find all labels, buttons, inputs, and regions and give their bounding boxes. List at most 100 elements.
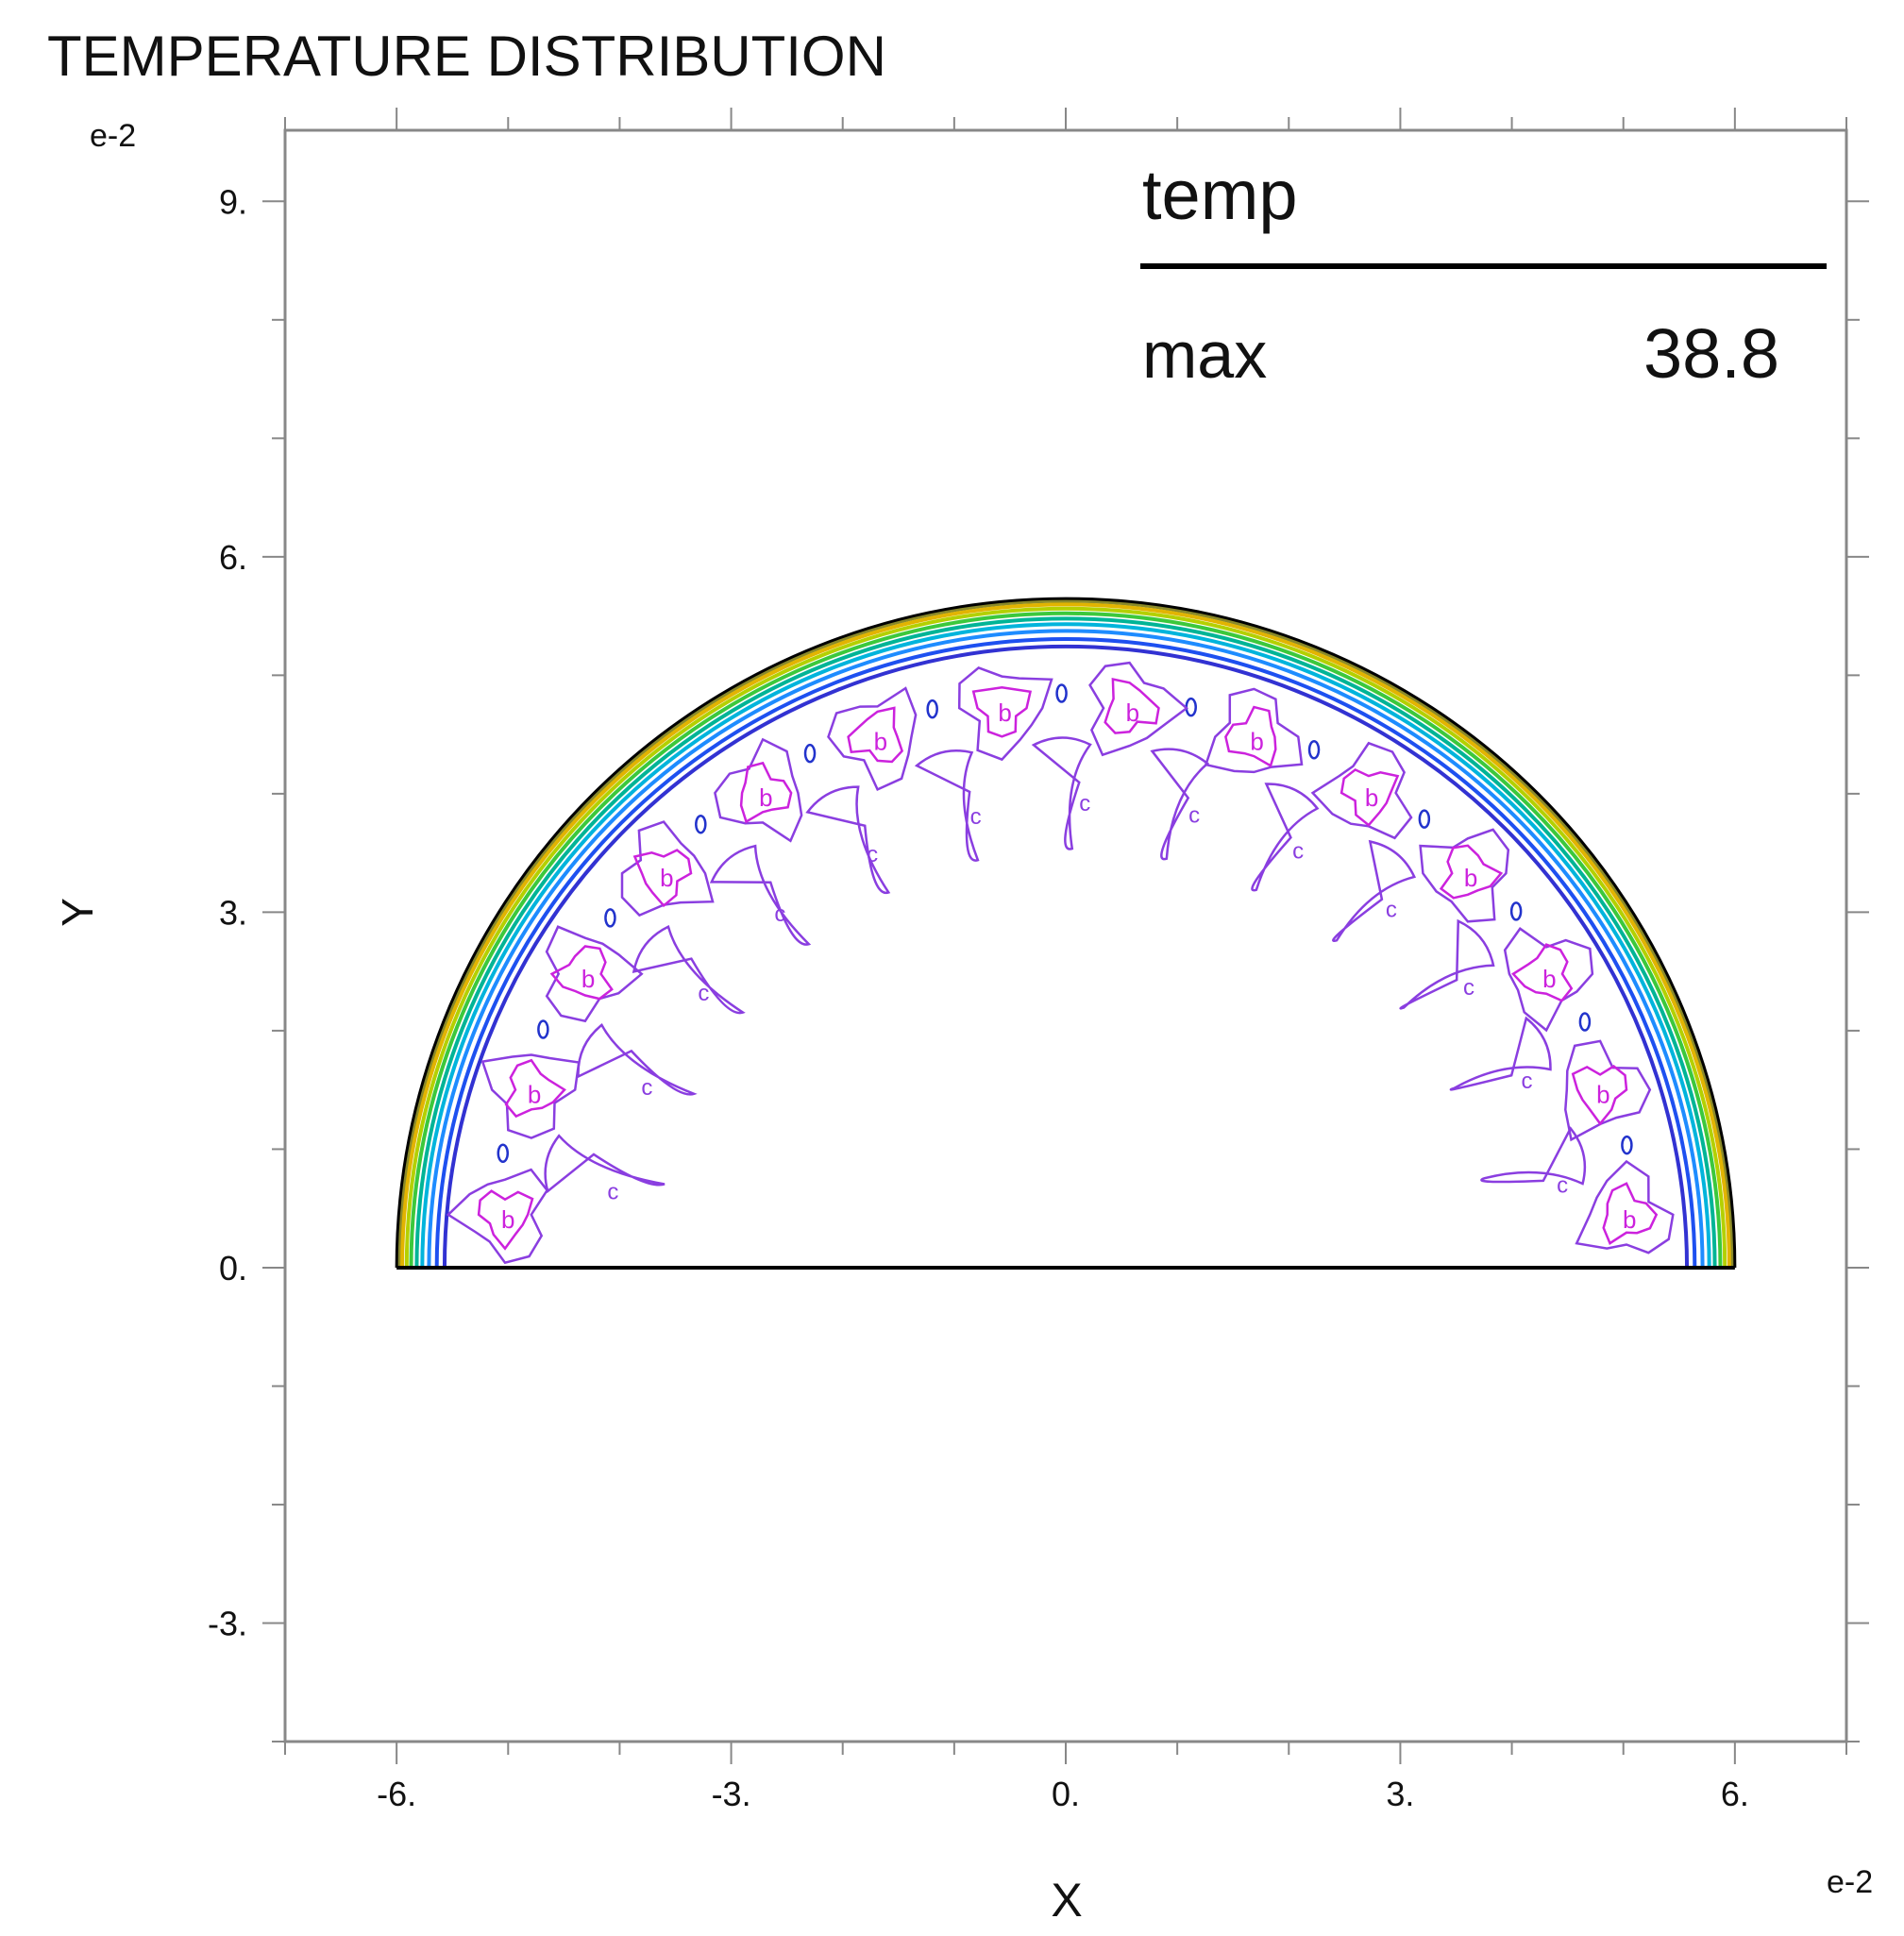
b-cell-label: b [528,1080,541,1108]
c-cell [577,1022,698,1096]
b-cell-outer [480,1053,581,1139]
c-cell-label: c [1188,802,1200,828]
c-cell-label: c [1079,791,1090,816]
c-cell-label: c [1386,897,1397,922]
c-cell-label: c [970,804,982,830]
contour-band-1 [400,601,1731,1268]
b-cell-label: b [998,699,1011,727]
b-cell-label: b [1464,864,1477,892]
c-cell-label: c [1292,839,1304,865]
b-cell-inner [739,761,793,824]
contour-band-3 [409,611,1723,1268]
c-cell [1150,748,1210,861]
b-cell-inner [504,1058,566,1119]
b-cell-inner [549,945,614,1001]
x-tick-label: -6. [377,1775,416,1813]
d-cell [537,1019,549,1039]
b-cell-outer [1310,741,1413,840]
plot-frame [283,128,1848,1743]
c-cell-label: c [867,842,878,867]
b-cell-outer [714,737,803,843]
b-cell-label: b [501,1205,514,1234]
contour-band-2 [407,609,1725,1268]
b-cell-label: b [1542,965,1556,993]
d-cell [803,743,817,764]
contour-band-0 [399,600,1733,1267]
c-cell-label: c [641,1075,652,1101]
b-cell-label: b [759,783,772,812]
b-cell-inner [1439,844,1504,900]
b-cell-inner [1104,677,1160,734]
b-cell-outer [1088,661,1188,757]
c-cell [1480,1126,1587,1186]
d-cell [1578,1012,1592,1032]
c-cell [632,924,746,1015]
c-cell-label: c [1521,1069,1532,1094]
x-tick-label: 6. [1721,1775,1749,1813]
b-cell-inner [632,849,693,908]
b-cell-inner [847,706,904,764]
b-cell-label: b [660,864,673,892]
d-cell [695,814,707,834]
legend-stat-value: 38.8 [1643,314,1779,393]
y-exponent-label: e-2 [90,118,136,154]
b-cell-inner [971,686,1033,738]
b-cell-inner [1340,767,1400,827]
b-cell-inner [1511,943,1574,1002]
d-cell [1418,809,1431,829]
b-cell-outer [620,820,715,917]
chart-title: TEMPERATURE DISTRIBUTION [47,25,886,88]
c-cell [1332,839,1417,943]
contour-band-8 [442,644,1690,1268]
c-cell-label: c [698,981,709,1006]
b-cell-label: b [874,728,887,756]
b-cell-label: b [1250,728,1263,756]
x-tick-label: 3. [1386,1775,1414,1813]
c-cell-label: c [774,901,785,927]
x-tick-label: 0. [1052,1775,1080,1813]
b-cell-inner [1571,1064,1628,1126]
b-cell-outer [957,665,1053,762]
d-cell [1621,1135,1633,1155]
c-cell [1399,918,1495,1010]
c-cell [914,749,980,862]
b-cell-label: b [1623,1205,1636,1234]
y-tick-label: 9. [219,182,247,221]
x-axis-label: X [1051,1874,1082,1927]
b-cell-outer [1419,828,1510,923]
c-cell [805,785,891,895]
d-cell [1509,901,1523,921]
c-cell-label: c [607,1180,618,1205]
c-cell-label: c [1557,1172,1568,1198]
y-tick-label: 0. [219,1249,247,1288]
b-cell-label: b [1596,1080,1609,1108]
contour-band-4 [414,617,1717,1268]
c-cell [1031,736,1092,850]
legend-variable: temp [1142,156,1298,234]
c-cell [1251,783,1320,892]
b-cell-label: b [1365,783,1378,812]
y-tick-label: 3. [219,893,247,932]
x-tick-label: -3. [712,1775,751,1813]
c-cell [709,844,812,946]
legend-stat-label: max [1142,318,1267,392]
c-cell [1449,1016,1552,1091]
d-cell [1185,697,1197,717]
d-cell [926,699,938,719]
c-cell [544,1134,666,1194]
y-tick-label: -3. [208,1604,247,1642]
b-cell-inner [1602,1182,1659,1245]
b-cell-inner [1224,705,1277,768]
b-cell-outer [827,686,918,792]
contour-band-6 [427,629,1705,1268]
d-cell [497,1143,510,1163]
d-cell [1055,683,1068,703]
d-cell [1307,740,1321,760]
d-cell [604,908,616,928]
b-cell-inner [477,1189,534,1251]
c-cell-label: c [1463,975,1474,1001]
domain-outline-arc [395,597,1737,1268]
b-cell-outer [1575,1159,1675,1254]
